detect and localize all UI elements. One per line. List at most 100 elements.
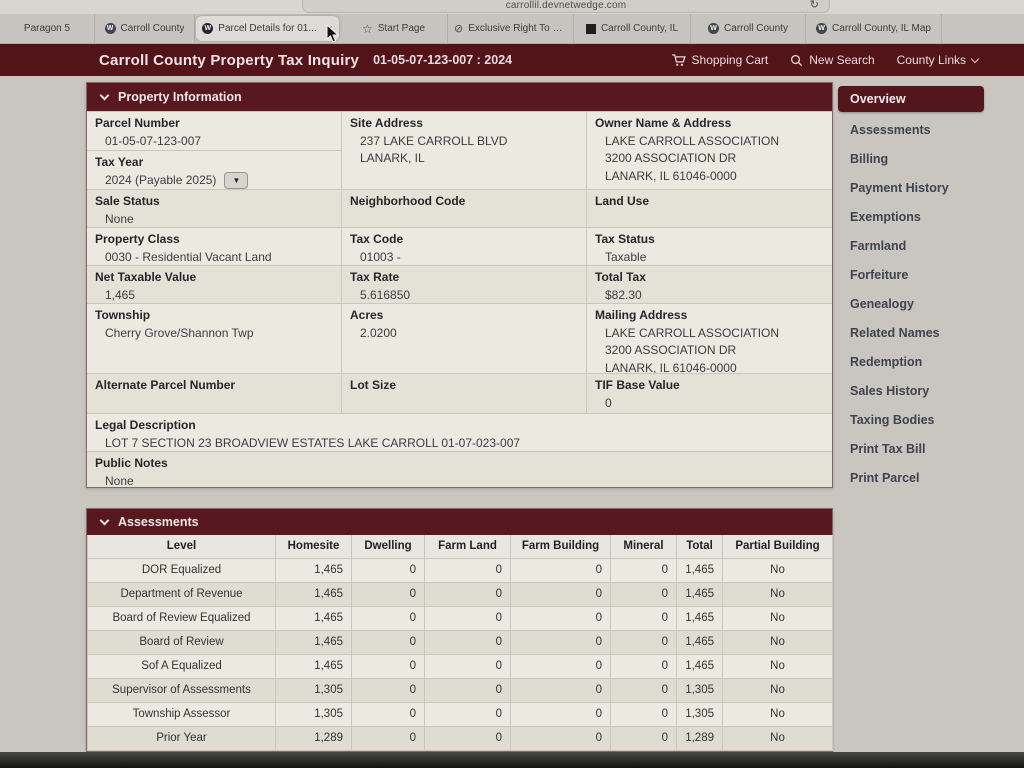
field-label: Tax Code [350,232,404,246]
table-row: Board of Review Equalized 1,465 0 0 0 0 1,465 N… [87,605,833,631]
address-line: LANARK, IL 61046-0000 [605,168,737,183]
field-label: TIF Base Value [595,378,680,392]
cell-value: 1,305 [275,701,352,727]
address-line: 3200 ASSOCIATION DR [605,151,737,166]
field-label: Township [95,308,151,322]
tab-label: Carroll County, IL [600,23,679,34]
sidebar-item-overview[interactable]: Overview [838,86,984,112]
tab-label: Paragon 5 [23,23,71,34]
column-header: Mineral [610,535,677,559]
field-mailing-address: Mailing Address LAKE CARROLL ASSOCIATION… [587,304,832,373]
field-site-address: Site Address 237 LAKE CARROLL BLVD LANAR… [342,112,587,189]
cell-value: 0 [351,653,425,679]
column-header: Homesite [275,535,352,559]
sidebar-item-print-tax-bill[interactable]: Print Tax Bill [850,441,926,456]
cell-value: 1,465 [676,557,723,583]
tab-label: Exclusive Right To S... [468,23,567,34]
field-alternate-parcel-number: Alternate Parcel Number [87,374,342,413]
cell-partial-building: No [722,557,833,583]
field-public-notes: Public Notes None [87,452,832,487]
county-links-menu[interactable]: County Links [897,53,980,67]
browser-tab[interactable]: Carroll County, IL [574,14,691,43]
column-header: Dwelling [351,535,425,559]
wedge-icon: W [708,23,720,34]
sidebar-item-related-names[interactable]: Related Names [850,325,940,340]
field-acres: Acres 2.0200 [342,304,587,373]
sidebar-item-payment-history[interactable]: Payment History [850,180,949,195]
sidebar-item-assessments[interactable]: Assessments [850,122,931,137]
cell-value: 0 [510,653,611,679]
sidebar-item-sales-history[interactable]: Sales History [850,383,930,398]
tab-label: Parcel Details for 01... [218,23,317,34]
cell-value: 0 [424,557,511,583]
address-line: LANARK, IL 61046-0000 [605,360,737,373]
address-bar[interactable]: ≡ carrollil.devnetwedge.com ↻ [302,0,830,13]
table-row: Township Assessor 1,305 0 0 0 0 1,305 No [87,701,833,727]
cell-value: 0 [351,677,425,703]
browser-tab[interactable]: ⊘ Exclusive Right To S... [448,14,574,43]
reload-icon[interactable]: ↻ [809,0,819,11]
cell-value: 0 [351,701,425,727]
sidebar-item-exemptions[interactable]: Exemptions [850,209,921,224]
cell-value: 0 [510,557,611,583]
assessments-header[interactable]: Assessments [87,509,832,535]
table-row: Department of Revenue 1,465 0 0 0 0 1,465 No [87,581,833,607]
cell-value: 0 [510,629,611,655]
sidebar-item-print-parcel[interactable]: Print Parcel [850,470,920,485]
tab-strip: Paragon 5 W Carroll County W Parcel Details … [0,14,1024,44]
address-line: 237 LAKE CARROLL BLVD [360,134,508,148]
browser-tab[interactable]: W Carroll County [691,14,806,43]
address-line: LANARK, IL [360,151,425,166]
tab-label: Carroll County [120,23,185,34]
cell-value: 0 [610,677,677,703]
tab-label: Carroll County [724,23,788,34]
cell-partial-building: No [722,677,833,703]
sidebar-item-billing[interactable]: Billing [850,151,889,166]
cell-value: 0 [351,605,425,631]
browser-tab[interactable]: W Carroll County [95,14,195,43]
cell-value: 1,465 [676,653,723,679]
field-label: Tax Rate [350,270,400,284]
shopping-cart-button[interactable]: Shopping Cart [671,53,768,67]
cell-value: 1,465 [275,629,352,655]
browser-tab[interactable]: Paragon 5 [0,14,95,43]
cell-value: 1,465 [676,605,723,631]
field-legal-description: Legal Description LOT 7 SECTION 23 BROAD… [87,414,832,451]
cell-value: 0 [610,581,677,607]
tab-overview-icon[interactable]: ≡ [613,0,619,1]
sidebar-item-redemption[interactable]: Redemption [850,354,923,369]
field-tax-code: Tax Code 01003 - [342,228,587,265]
cell-value: 0 [424,701,511,727]
cell-level: DOR Equalized [87,557,276,583]
tax-year-dropdown[interactable]: ▼ [224,172,249,189]
chevron-down-icon [970,54,980,63]
chevron-down-icon [99,90,110,100]
field-label: Public Notes [95,456,168,470]
shopping-cart-icon [671,54,686,66]
sidebar-item-taxing-bodies[interactable]: Taxing Bodies [850,412,935,427]
cell-partial-building: No [722,653,833,679]
field-value: None [105,212,134,226]
sidebar-item-forfeiture[interactable]: Forfeiture [850,267,909,282]
browser-tab[interactable]: ☆ Start Page [340,14,448,43]
new-search-button[interactable]: New Search [790,53,875,67]
cell-value: 1,465 [275,557,352,583]
field-tif-base-value: TIF Base Value 0 [587,374,832,413]
sidebar-item-farmland[interactable]: Farmland [850,238,907,253]
field-value: 5.616850 [360,288,411,302]
cell-level: Department of Revenue [87,581,276,607]
field-label: Acres [350,308,384,322]
column-header: Farm Building [510,535,611,559]
sidebar-item-genealogy[interactable]: Genealogy [850,296,914,311]
property-information-panel: Property Information Parcel Number 01-05… [86,82,833,488]
field-label: Tax Year [95,155,144,169]
cell-value: 0 [424,725,511,751]
browser-tab[interactable]: W Carroll County, IL Map [806,14,942,43]
cell-value: 0 [351,629,425,655]
panel-title: Property Information [118,90,242,104]
field-label: Total Tax [595,270,646,284]
property-information-header[interactable]: Property Information [87,83,832,111]
cell-value: 1,465 [676,581,723,607]
